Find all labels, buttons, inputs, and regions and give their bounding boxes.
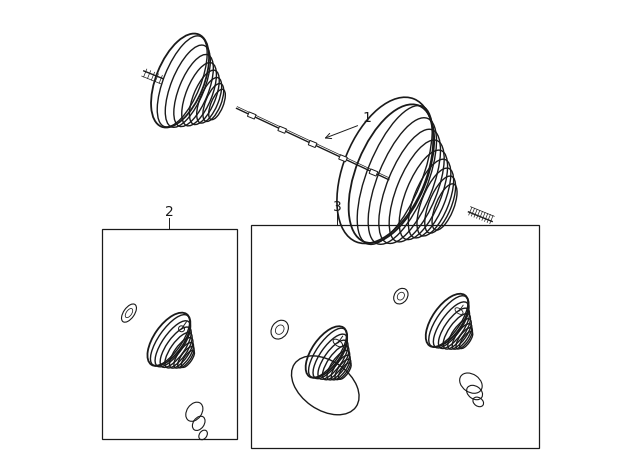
Polygon shape — [369, 169, 378, 176]
Polygon shape — [308, 140, 317, 147]
Polygon shape — [278, 126, 286, 133]
Text: 3: 3 — [332, 200, 341, 214]
Polygon shape — [339, 155, 348, 162]
Polygon shape — [247, 112, 256, 119]
Text: 2: 2 — [165, 205, 174, 219]
Bar — [251, 225, 539, 448]
Text: 1: 1 — [363, 111, 372, 124]
Bar — [102, 229, 237, 439]
